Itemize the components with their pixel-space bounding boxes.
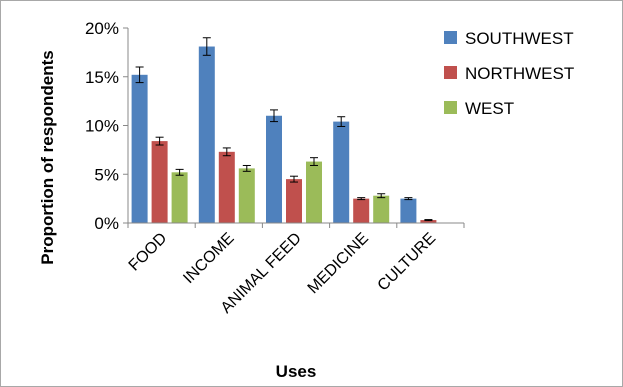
x-tick-label: MEDICINE (305, 230, 372, 297)
y-axis-title: Proportion of respondents (38, 50, 57, 264)
bar (218, 151, 235, 223)
bar (333, 121, 350, 223)
bar (198, 46, 215, 224)
y-tick-label: 10% (85, 117, 119, 136)
bar (266, 115, 282, 223)
bar (131, 74, 148, 223)
y-tick-label: 0% (94, 214, 119, 233)
x-tick-label: INCOME (180, 230, 237, 287)
bar (306, 161, 322, 223)
bar (171, 172, 188, 223)
legend-swatch (444, 101, 457, 114)
y-tick-label: 20% (85, 19, 119, 38)
bar (373, 195, 390, 223)
x-tick-label: FOOD (126, 230, 171, 275)
bar (353, 198, 370, 223)
legend-label: NORTHWEST (465, 64, 574, 83)
bars (131, 46, 437, 224)
bar (238, 168, 255, 223)
legend: SOUTHWEST NORTHWEST WEST (444, 29, 574, 118)
axes (123, 27, 465, 228)
y-tick-label: 15% (85, 68, 119, 87)
bar (420, 220, 437, 223)
legend-swatch (444, 31, 457, 44)
bar (286, 179, 302, 223)
bar (400, 198, 417, 223)
x-tick-label: CULTURE (375, 230, 440, 295)
legend-swatch (444, 66, 457, 79)
y-tick-label: 5% (94, 165, 119, 184)
bar (151, 141, 168, 223)
error-bars (135, 37, 433, 222)
x-axis-title: Uses (276, 362, 317, 381)
y-tick-labels: 0% 5% 10% 15% 20% (85, 19, 119, 233)
legend-label: SOUTHWEST (465, 29, 574, 48)
legend-label: WEST (465, 99, 514, 118)
